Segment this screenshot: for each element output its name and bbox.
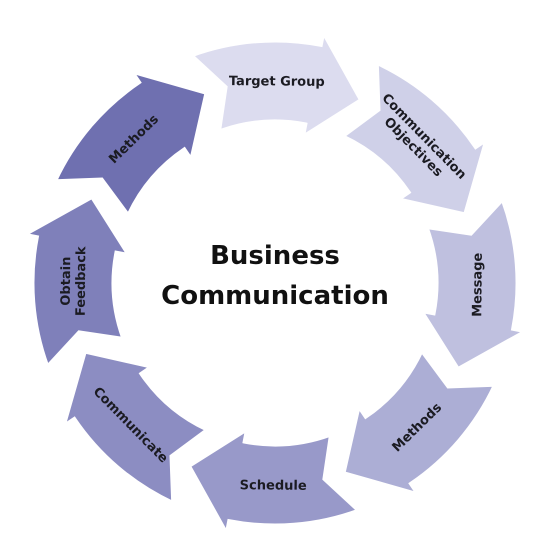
segment-label-line: Feedback <box>74 246 90 316</box>
segment-label: Target Group <box>229 74 325 90</box>
cycle-arrow-segment <box>342 348 497 497</box>
cycle-arrow-segment <box>21 195 131 369</box>
segment-label-line: Obtain <box>59 257 74 306</box>
center-title-line-2: Communication <box>161 281 389 311</box>
segment-label-line: Target Group <box>229 74 325 90</box>
segment-label: ObtainFeedback <box>59 246 90 316</box>
cycle-arrow-segment <box>340 61 489 216</box>
segment-label: Message <box>470 252 486 316</box>
segment-label-line: Schedule <box>240 478 307 494</box>
cycle-segments <box>21 29 529 537</box>
segment-label-line: Message <box>470 252 486 316</box>
cycle-arrow-segment <box>189 29 363 139</box>
cycle-arrow-segment <box>187 427 361 537</box>
cycle-arrow-segment <box>61 350 210 505</box>
cycle-arrow-segment <box>419 197 529 371</box>
center-title-line-1: Business <box>210 241 340 271</box>
segment-label: Schedule <box>240 478 307 494</box>
cycle-arrow-segment <box>53 69 208 218</box>
